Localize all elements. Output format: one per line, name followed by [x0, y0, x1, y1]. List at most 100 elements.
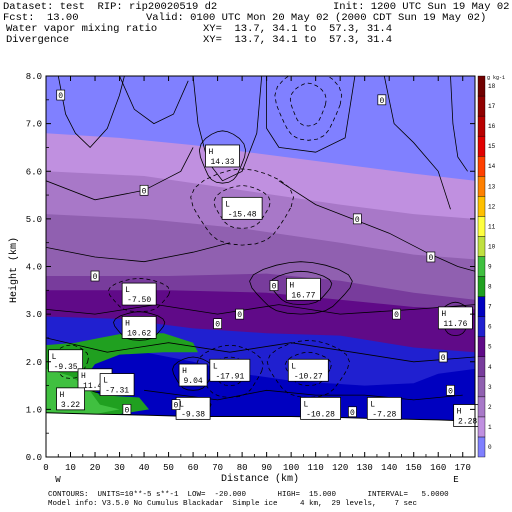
x-tick-label: 160 [430, 463, 446, 473]
field1-label: Water vapor mixing ratio [6, 23, 158, 35]
model-info: Model info: V3.5.0 No Cumulus Blackadar … [48, 500, 418, 508]
hl-label-value: -10.28 [306, 410, 335, 419]
zero-label-box [235, 308, 245, 320]
hl-label-value: -9.35 [54, 363, 78, 372]
hl-label-value: -15.48 [228, 210, 257, 219]
fcst-label: Fcst: [3, 12, 35, 24]
x-tick-label: 80 [237, 463, 248, 473]
contour-line [144, 389, 463, 401]
colorbar-label: 5 [488, 344, 492, 351]
hl-label-box [285, 277, 321, 301]
hl-label-letter: L [370, 400, 375, 409]
hl-label-letter: L [103, 377, 108, 386]
colorbar-swatch [477, 396, 486, 418]
zero-label-box [213, 318, 222, 329]
zero-label: 0 [124, 406, 129, 415]
hl-label-value: 10.62 [127, 329, 151, 338]
x-tick-label: 100 [283, 463, 299, 473]
hl-label-value: -7.31 [105, 387, 129, 396]
hl-label-value: 11.76 [443, 320, 467, 329]
hl-label-box [99, 373, 135, 396]
colorbar-swatch [477, 236, 486, 257]
hl-label-box [366, 396, 402, 420]
colorbar-label: 1 [488, 424, 492, 431]
contours-info: CONTOURS: UNITS=10**-5 s**-1 LOW= -20.00… [48, 491, 449, 499]
colorbar-label: 0 [488, 444, 492, 451]
hl-label-l: L-7.28 [366, 396, 402, 420]
hl-label-letter: L [213, 362, 218, 371]
hl-label-box [48, 349, 84, 373]
hl-label-box [300, 396, 341, 420]
colorbar-label: 11 [488, 223, 496, 230]
colorbar-label: 10 [488, 243, 496, 250]
hl-label-value: 16.77 [291, 291, 315, 300]
hl-label-l: L-7.50 [121, 282, 157, 306]
x-tick-label: 140 [381, 463, 397, 473]
hl-label-letter: L [125, 286, 130, 295]
hl-label-value: 2.28 [458, 418, 477, 427]
zero-label: 0 [379, 97, 384, 106]
colorbar-swatch [477, 115, 486, 137]
zero-label: 0 [142, 187, 147, 196]
y-tick-label: 1.0 [26, 405, 42, 415]
contour-line [172, 356, 215, 391]
zero-label: 0 [350, 409, 355, 418]
zero-label: 0 [355, 216, 360, 225]
x-tick-label: 10 [65, 463, 76, 473]
contour-line [107, 277, 171, 313]
hl-label-value: -7.50 [127, 296, 151, 305]
contour-line [450, 76, 468, 172]
colorbar-label: 2 [488, 404, 492, 411]
colorbar-label: 9 [488, 264, 492, 271]
contour-line [266, 76, 356, 153]
hl-label-letter: H [182, 367, 187, 376]
colorbar-swatch [477, 356, 486, 377]
colorbar-label: 6 [488, 324, 492, 331]
hl-label-l: L-9.38 [175, 396, 211, 420]
zero-label-box [171, 399, 181, 410]
hl-label-value: -17.91 [215, 372, 244, 381]
y-tick-label: 0.0 [26, 453, 42, 463]
contour-line [383, 76, 451, 210]
hl-label-letter: L [179, 400, 184, 409]
hl-label-letter: L [225, 200, 230, 209]
colorbar-swatch [477, 75, 486, 97]
colorbar-label: 17 [488, 103, 496, 110]
zero-label: 0 [237, 311, 242, 320]
zero-label-box [426, 251, 436, 263]
contour-line [213, 185, 271, 229]
hl-label-h: H16.77 [285, 277, 321, 301]
hl-label-letter: L [52, 353, 57, 362]
x-tick-label: 120 [332, 463, 348, 473]
x-tick-label: 70 [212, 463, 223, 473]
x-axis-title: Distance (km) [221, 473, 299, 485]
colorbar-label: 12 [488, 203, 496, 210]
colorbar-label: 18 [488, 83, 496, 90]
terrain-fill [46, 412, 475, 457]
axes-layer: 0 10 20 30 40 50 60 70 80 90 100 110 120 130 140 150 160… [26, 72, 475, 473]
hl-label-value: 3.22 [61, 401, 80, 410]
dataset-label: Dataset: test RIP: rip20020519 d2 [3, 1, 218, 13]
contour-line [249, 261, 353, 315]
x-tick-label: 60 [188, 463, 199, 473]
x-tick-label: 50 [163, 463, 174, 473]
hl-label-box [287, 358, 329, 382]
zero-label: 0 [93, 273, 98, 282]
colorbar-label: 4 [488, 364, 492, 371]
hl-label-h: H11.76 [437, 306, 473, 330]
hl-label-letter: H [125, 319, 130, 328]
hl-label-h: H9.04 [178, 363, 208, 387]
zero-label-box [377, 94, 387, 106]
terrain-layer [45, 412, 476, 457]
y-tick-label: 3.0 [26, 310, 42, 320]
hl-label-box [209, 358, 251, 382]
hl-label-l: L-15.48 [221, 196, 263, 220]
hl-label-value: -10.27 [294, 372, 323, 381]
terrain-line [45, 412, 476, 422]
hl-label-h: H2.28 [453, 404, 483, 427]
zero-label-box [139, 184, 149, 196]
contour-line [46, 304, 475, 315]
x-tick-label: 20 [90, 463, 101, 473]
